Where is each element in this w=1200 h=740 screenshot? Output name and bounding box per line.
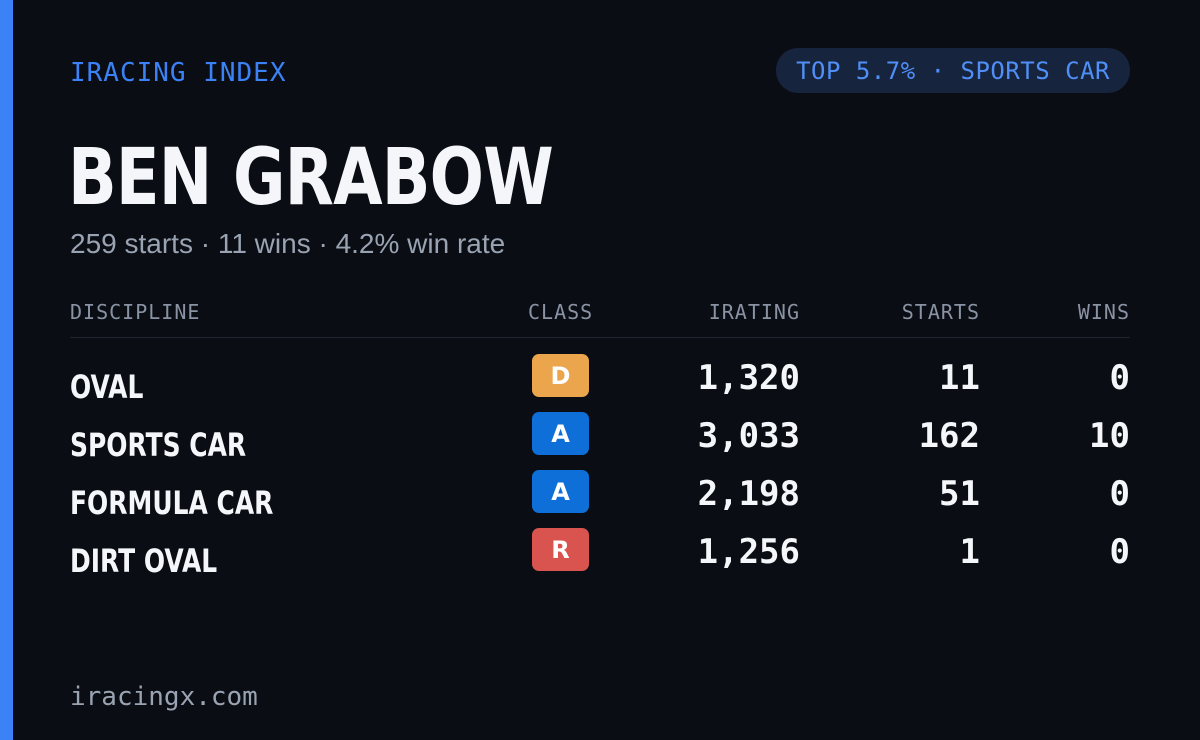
wins-value: 0: [1109, 358, 1130, 398]
starts-value: 1: [959, 532, 980, 572]
header-discipline: DISCIPLINE: [70, 300, 201, 324]
starts-value: 162: [918, 416, 980, 456]
discipline-name: FORMULA CAR: [70, 484, 274, 522]
rank-badge: TOP 5.7% · SPORTS CAR: [776, 48, 1130, 93]
irating-value: 1,256: [697, 532, 800, 572]
wins-value: 0: [1109, 532, 1130, 572]
header-class: CLASS: [528, 300, 594, 324]
discipline-table: DISCIPLINE CLASS IRATING STARTS WINS OVA…: [70, 300, 1130, 586]
irating-value: 3,033: [697, 416, 800, 456]
table-header: DISCIPLINE CLASS IRATING STARTS WINS: [70, 300, 1130, 338]
starts-value: 11: [939, 358, 980, 398]
table-row: DIRT OVAL R 1,256 1 0: [70, 528, 1130, 586]
driver-name: BEN GRABOW: [68, 133, 554, 223]
header-irating: IRATING: [708, 300, 800, 324]
starts-value: 51: [939, 474, 980, 514]
discipline-name: OVAL: [70, 368, 144, 406]
wins-value: 10: [1089, 416, 1130, 456]
irating-value: 2,198: [697, 474, 800, 514]
footer-site-link[interactable]: iracingx.com: [70, 682, 258, 712]
table-row: SPORTS CAR A 3,033 162 10: [70, 412, 1130, 470]
driver-summary: 259 starts · 11 wins · 4.2% win rate: [70, 228, 506, 259]
table-body: OVAL D 1,320 11 0 SPORTS CAR A 3,033 162…: [70, 354, 1130, 586]
license-class-badge: A: [532, 470, 589, 513]
discipline-name: SPORTS CAR: [70, 426, 247, 464]
brand-title: IRACING INDEX: [70, 58, 287, 88]
table-row: OVAL D 1,320 11 0: [70, 354, 1130, 412]
accent-bar: [0, 0, 13, 740]
license-class-badge: D: [532, 354, 589, 397]
wins-value: 0: [1109, 474, 1130, 514]
license-class-badge: A: [532, 412, 589, 455]
discipline-name: DIRT OVAL: [70, 542, 218, 580]
header-starts: STARTS: [901, 300, 980, 324]
table-row: FORMULA CAR A 2,198 51 0: [70, 470, 1130, 528]
header-wins: WINS: [1077, 300, 1130, 324]
irating-value: 1,320: [697, 358, 800, 398]
license-class-badge: R: [532, 528, 589, 571]
